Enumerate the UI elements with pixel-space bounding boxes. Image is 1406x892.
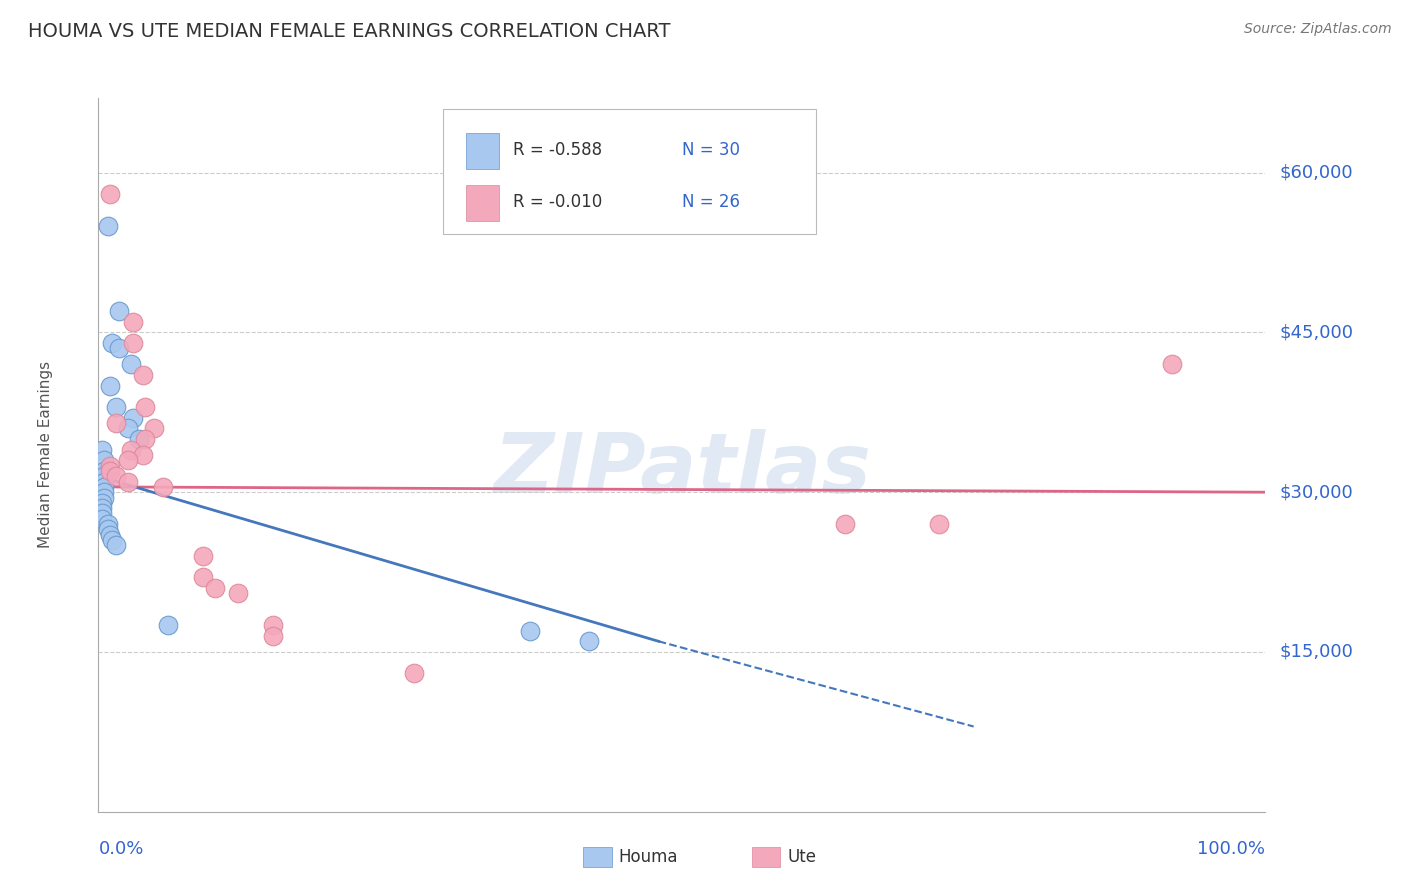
Point <box>98 458 121 473</box>
Point <box>519 624 541 638</box>
Point <box>262 618 284 632</box>
Text: 100.0%: 100.0% <box>1198 840 1265 858</box>
Point <box>228 586 250 600</box>
Point <box>578 634 600 648</box>
Point <box>143 421 166 435</box>
Point <box>928 517 950 532</box>
Point <box>117 453 139 467</box>
Point <box>120 442 142 457</box>
Point <box>193 549 215 563</box>
Point <box>193 570 215 584</box>
Point <box>117 421 139 435</box>
Text: $45,000: $45,000 <box>1279 324 1354 342</box>
Point <box>98 186 121 201</box>
Point <box>90 507 112 521</box>
Text: R = -0.588: R = -0.588 <box>513 141 602 159</box>
FancyBboxPatch shape <box>443 109 815 234</box>
Text: Source: ZipAtlas.com: Source: ZipAtlas.com <box>1244 22 1392 37</box>
Point <box>98 528 121 542</box>
Text: Median Female Earnings: Median Female Earnings <box>38 361 53 549</box>
Point <box>122 315 145 329</box>
Point <box>97 523 120 537</box>
Point <box>134 432 156 446</box>
Point <box>262 629 284 643</box>
Point <box>93 453 115 467</box>
Point <box>101 533 124 548</box>
Point <box>101 336 124 351</box>
Point <box>122 336 145 351</box>
Point <box>104 400 127 414</box>
Point <box>120 358 142 372</box>
Point <box>90 512 112 526</box>
Point <box>104 538 127 552</box>
Text: Ute: Ute <box>787 848 817 866</box>
Text: $30,000: $30,000 <box>1279 483 1353 501</box>
Text: $60,000: $60,000 <box>1279 163 1353 182</box>
Point <box>128 432 150 446</box>
Point <box>93 469 115 483</box>
Point <box>93 464 115 478</box>
Point <box>134 400 156 414</box>
Text: HOUMA VS UTE MEDIAN FEMALE EARNINGS CORRELATION CHART: HOUMA VS UTE MEDIAN FEMALE EARNINGS CORR… <box>28 22 671 41</box>
Point <box>132 368 155 382</box>
Text: ZIPatlas: ZIPatlas <box>494 429 870 509</box>
Text: N = 30: N = 30 <box>682 141 740 159</box>
Point <box>122 410 145 425</box>
Text: $15,000: $15,000 <box>1279 643 1353 661</box>
Point <box>93 485 115 500</box>
Point <box>1161 358 1184 372</box>
Point <box>108 342 131 356</box>
Text: Houma: Houma <box>619 848 678 866</box>
Point <box>98 464 121 478</box>
Text: 0.0%: 0.0% <box>98 840 143 858</box>
Point <box>93 480 115 494</box>
Point <box>402 666 425 681</box>
Point <box>90 501 112 516</box>
Point <box>108 304 131 318</box>
FancyBboxPatch shape <box>465 186 499 221</box>
FancyBboxPatch shape <box>465 133 499 169</box>
Text: N = 26: N = 26 <box>682 193 740 211</box>
Point <box>93 475 115 489</box>
Point <box>104 416 127 430</box>
Point <box>204 581 226 595</box>
Point <box>90 496 112 510</box>
Text: R = -0.010: R = -0.010 <box>513 193 602 211</box>
Point <box>93 491 115 505</box>
Point <box>97 517 120 532</box>
Point <box>98 378 121 392</box>
Point <box>97 219 120 233</box>
Point <box>132 448 155 462</box>
Point <box>152 480 174 494</box>
Point <box>104 469 127 483</box>
Point <box>157 618 180 632</box>
Point <box>90 442 112 457</box>
Point <box>117 475 139 489</box>
Point <box>834 517 856 532</box>
